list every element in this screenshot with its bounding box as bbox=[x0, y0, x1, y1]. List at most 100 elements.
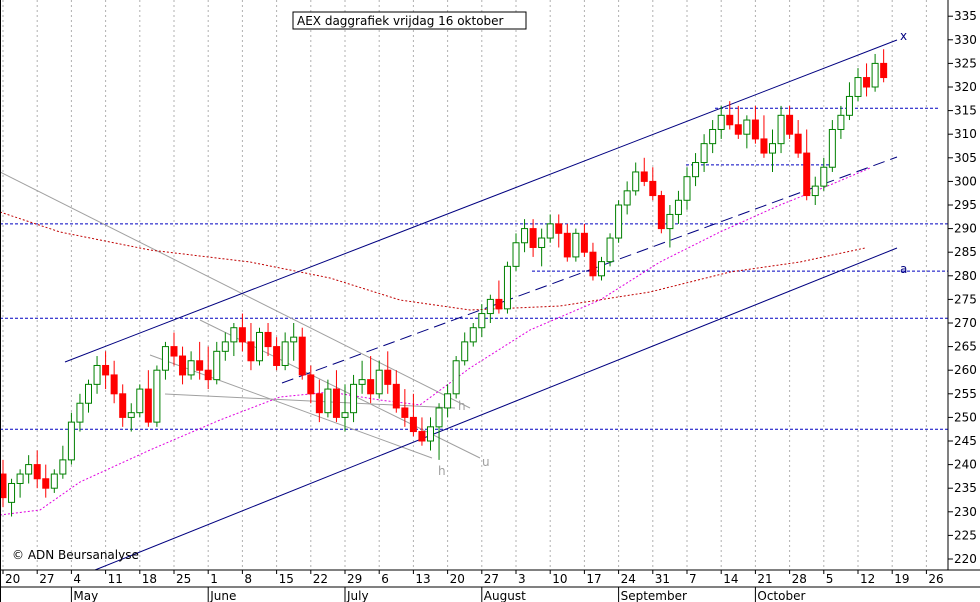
x-tick-label: 22 bbox=[313, 572, 328, 586]
x-tick-label: 8 bbox=[244, 572, 252, 586]
candle bbox=[453, 356, 459, 398]
x-axis: 20 27 4 11 18 25 1 8 15 22 29 6 13 20 27 3 10 17 24 31 7 14 21… bbox=[3, 570, 944, 602]
y-tick-label: 225 bbox=[954, 528, 977, 542]
candle-body bbox=[34, 465, 40, 479]
month-label: October bbox=[757, 589, 805, 602]
candle-body bbox=[231, 328, 237, 342]
month-label: June bbox=[209, 589, 236, 602]
candle-body bbox=[487, 299, 493, 313]
x-tick-label: 13 bbox=[415, 572, 430, 586]
candle-body bbox=[43, 479, 49, 488]
candle-body bbox=[590, 252, 596, 276]
y-tick-label: 315 bbox=[954, 104, 977, 118]
x-tick-label: 25 bbox=[176, 572, 191, 586]
candle bbox=[607, 233, 613, 266]
candle-body bbox=[94, 365, 100, 384]
candle-body bbox=[171, 347, 177, 356]
candle-body bbox=[479, 314, 485, 328]
y-tick-label: 310 bbox=[954, 127, 977, 141]
x-tick-label: 29 bbox=[347, 572, 362, 586]
candle-body bbox=[710, 129, 716, 143]
candle-body bbox=[718, 115, 724, 129]
x-tick-label: 31 bbox=[655, 572, 670, 586]
candle-body bbox=[462, 342, 468, 361]
candle-body bbox=[257, 332, 263, 360]
candle-body bbox=[752, 120, 758, 139]
candle-body bbox=[658, 196, 664, 229]
candle-body bbox=[222, 342, 228, 351]
candle-body bbox=[761, 139, 767, 153]
x-tick-label: 3 bbox=[518, 572, 526, 586]
y-tick-label: 285 bbox=[954, 245, 977, 259]
y-tick-label: 280 bbox=[954, 269, 977, 283]
annotation-label: a bbox=[900, 262, 907, 276]
candle-body bbox=[633, 172, 639, 191]
candle-body bbox=[376, 370, 382, 394]
candle bbox=[573, 229, 579, 262]
candle-body bbox=[111, 375, 117, 394]
y-tick-label: 300 bbox=[954, 174, 977, 188]
candle-body bbox=[675, 200, 681, 214]
candle-body bbox=[624, 191, 630, 205]
candle-body bbox=[787, 115, 793, 134]
x-tick-label: 5 bbox=[826, 572, 834, 586]
candle-body bbox=[735, 125, 741, 134]
candle-body bbox=[325, 389, 331, 413]
y-tick-label: 265 bbox=[954, 340, 977, 354]
candle-body bbox=[214, 351, 220, 379]
candle-body bbox=[453, 361, 459, 394]
candle-body bbox=[86, 384, 92, 403]
chart-title-group: AEX daggrafiek vrijdag 16 oktober bbox=[293, 12, 526, 29]
x-tick-label: 18 bbox=[142, 572, 157, 586]
candle-body bbox=[188, 361, 194, 375]
month-label: September bbox=[621, 589, 687, 602]
x-tick-label: 6 bbox=[381, 572, 389, 586]
x-tick-label: 27 bbox=[484, 572, 499, 586]
candle-body bbox=[205, 370, 211, 379]
x-tick-label: 17 bbox=[586, 572, 601, 586]
candle-body bbox=[599, 262, 605, 276]
x-tick-label: 21 bbox=[757, 572, 772, 586]
candle-body bbox=[410, 417, 416, 431]
candle-body bbox=[154, 370, 160, 422]
candle-body bbox=[496, 299, 502, 308]
candle-body bbox=[51, 474, 57, 488]
candle-body bbox=[573, 233, 579, 257]
candle-body bbox=[342, 413, 348, 418]
chart-title: AEX daggrafiek vrijdag 16 oktober bbox=[297, 14, 504, 28]
y-tick-label: 305 bbox=[954, 151, 977, 165]
candle-body bbox=[402, 408, 408, 417]
annotation-label: h bbox=[438, 464, 446, 478]
y-tick-label: 220 bbox=[954, 552, 977, 566]
candle-body bbox=[727, 115, 733, 124]
candle-body bbox=[333, 389, 339, 417]
x-tick-label: 10 bbox=[552, 572, 567, 586]
candle-body bbox=[744, 120, 750, 134]
candle-body bbox=[128, 413, 134, 418]
candle-body bbox=[778, 115, 784, 143]
candle-body bbox=[667, 214, 673, 228]
candle-body bbox=[770, 144, 776, 153]
candle-body bbox=[162, 347, 168, 371]
candle-body bbox=[368, 380, 374, 394]
y-tick-label: 320 bbox=[954, 80, 977, 94]
candle bbox=[257, 328, 263, 366]
candle-body bbox=[393, 384, 399, 408]
candle bbox=[504, 262, 510, 314]
candle-body bbox=[291, 337, 297, 342]
y-tick-label: 260 bbox=[954, 363, 977, 377]
x-tick-label: 15 bbox=[279, 572, 294, 586]
candle-body bbox=[641, 172, 647, 181]
candle-body bbox=[17, 474, 23, 483]
x-tick-label: 24 bbox=[621, 572, 636, 586]
candle-body bbox=[522, 229, 528, 243]
candle-body bbox=[539, 238, 545, 247]
y-tick-label: 270 bbox=[954, 316, 977, 330]
candle-body bbox=[693, 163, 699, 177]
x-tick-label: 28 bbox=[792, 572, 807, 586]
candle-body bbox=[137, 389, 143, 413]
candle-body bbox=[855, 78, 861, 97]
candle-body bbox=[607, 238, 613, 262]
candle-body bbox=[581, 233, 587, 252]
